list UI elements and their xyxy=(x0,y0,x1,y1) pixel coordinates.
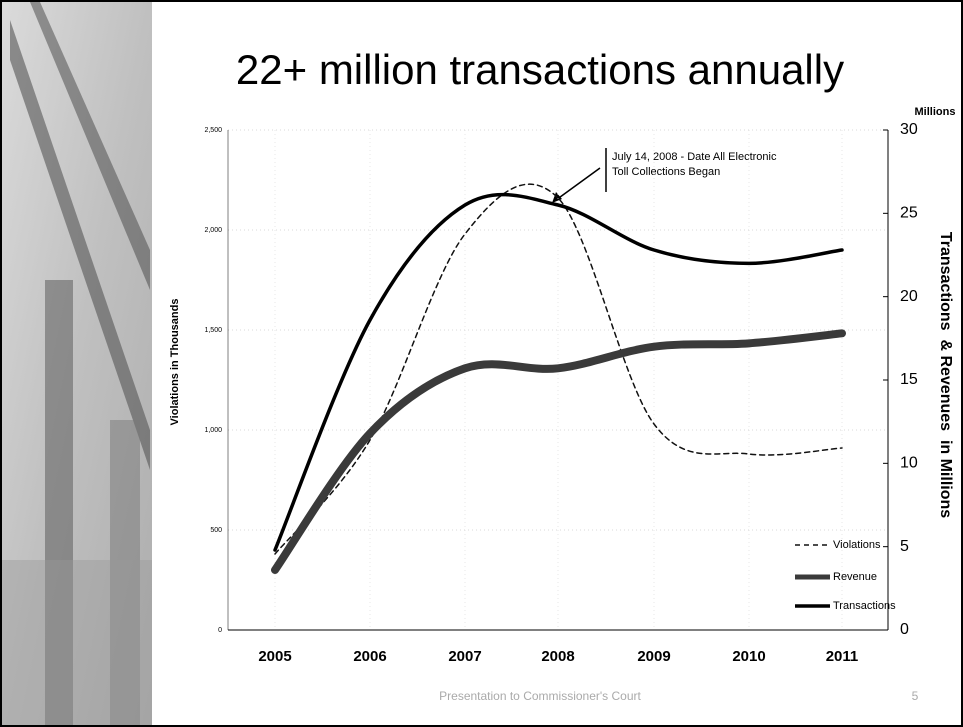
annotation-arrow xyxy=(555,167,601,201)
legend-label: Violations xyxy=(833,539,881,551)
y2-tick-label: 5 xyxy=(900,538,909,555)
y-tick-label: 2,500 xyxy=(204,127,222,134)
y-tick-label: 1,500 xyxy=(204,327,222,334)
y2-tick-label: 30 xyxy=(900,121,918,138)
series-line xyxy=(274,183,843,555)
legend-label: Transactions xyxy=(833,600,896,612)
x-tick-label: 2011 xyxy=(826,648,859,665)
x-tick-label: 2008 xyxy=(541,648,574,665)
legend-label: Revenue xyxy=(833,571,877,583)
y2-unit: Millions xyxy=(915,106,956,118)
footer-text: Presentation to Commissioner's Court xyxy=(439,689,641,703)
annotation-text: July 14, 2008 - Date All Electronic xyxy=(612,151,777,163)
x-tick-label: 2005 xyxy=(258,648,291,665)
annotation-text: Toll Collections Began xyxy=(612,166,720,178)
y2-tick-label: 20 xyxy=(900,288,918,305)
series-line xyxy=(273,192,844,552)
y-tick-label: 1,000 xyxy=(204,427,222,434)
bridge-photo xyxy=(2,2,152,725)
series-line xyxy=(271,329,846,574)
x-tick-label: 2009 xyxy=(637,648,670,665)
y-tick-label: 0 xyxy=(218,627,222,634)
y2-axis-title: Transactions & Revenues in Millions xyxy=(937,232,954,518)
y-axis-title: Violations in Thousands xyxy=(169,299,181,426)
x-tick-label: 2010 xyxy=(732,648,765,665)
y2-tick-label: 10 xyxy=(900,455,918,472)
x-tick-label: 2007 xyxy=(448,648,481,665)
x-tick-label: 2006 xyxy=(353,648,386,665)
y-tick-label: 2,000 xyxy=(204,227,222,234)
y2-tick-label: 25 xyxy=(900,205,918,222)
y2-tick-label: 0 xyxy=(900,621,909,638)
page-number: 5 xyxy=(912,689,919,703)
y-tick-label: 500 xyxy=(210,527,222,534)
y2-tick-label: 15 xyxy=(900,371,918,388)
chart-title: 22+ million transactions annually xyxy=(236,46,844,93)
